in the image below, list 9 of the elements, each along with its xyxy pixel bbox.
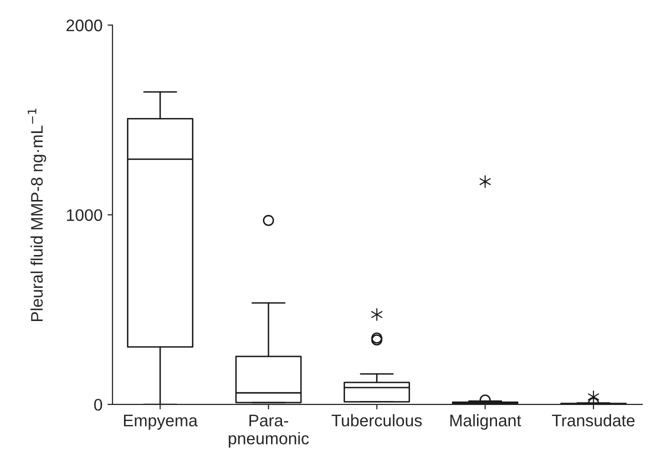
y-tick-label: 0 — [94, 398, 102, 411]
x-tick-label: Malignant — [450, 414, 522, 430]
y-axis-title: Pleural fluid MMP-8 ng·mL$^{−1}$ — [28, 108, 46, 322]
y-tick-label: 2000 — [66, 20, 102, 32]
x-tick-label: Transudate — [552, 414, 635, 426]
x-tick-label: Tuberculous — [332, 414, 422, 426]
x-tick-label: Empyema — [124, 414, 198, 430]
x-tick-label: Para- pneumonic — [228, 414, 309, 448]
y-tick-label: 1000 — [66, 209, 102, 221]
